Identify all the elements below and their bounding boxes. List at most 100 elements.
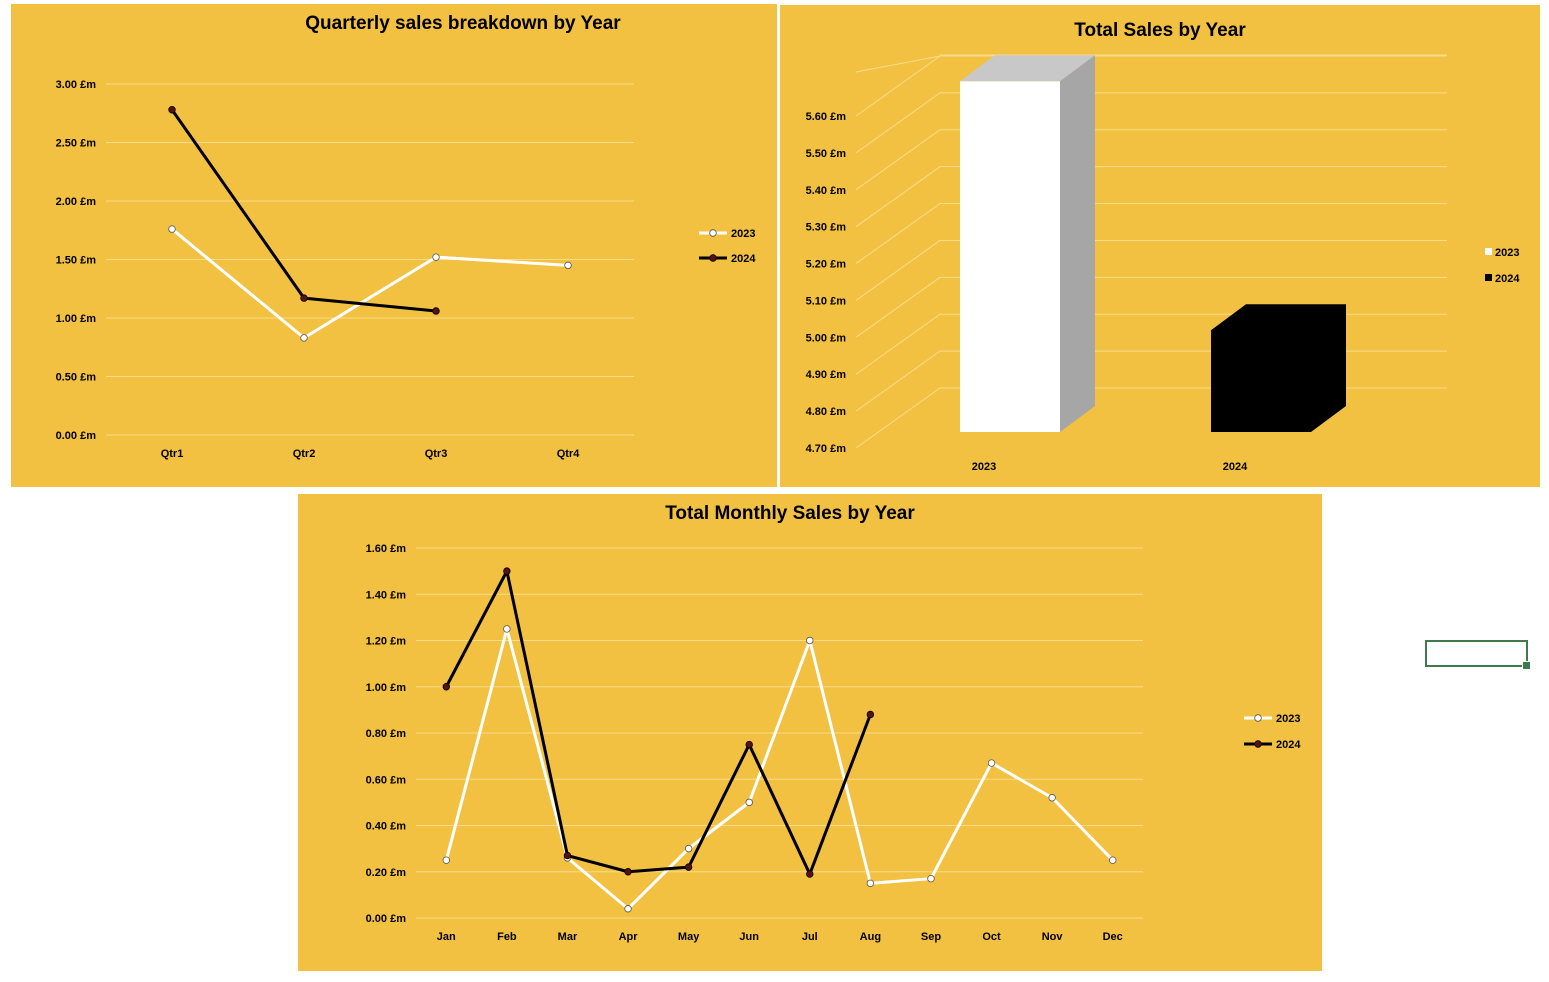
- quarterly-chart-title: Quarterly sales breakdown by Year: [305, 13, 621, 34]
- monthly-point-2023: [624, 905, 632, 913]
- monthly-x-tick: Aug: [860, 931, 881, 943]
- quarterly-point-2024: [432, 307, 440, 315]
- total-sales-side-gridline: [855, 387, 941, 449]
- monthly-x-tick: May: [678, 931, 700, 943]
- quarterly-y-tick: 0.50 £m: [56, 372, 97, 384]
- total-sales-y-tick: 5.20 £m: [806, 259, 847, 271]
- quarterly-y-tick: 1.50 £m: [56, 255, 97, 267]
- total-sales-side-gridline: [855, 350, 941, 412]
- quarterly-chart: Quarterly sales breakdown by Year 0.00 £…: [56, 13, 757, 460]
- quarterly-y-tick: 2.00 £m: [56, 196, 97, 208]
- quarterly-legend-label: 2023: [731, 228, 755, 240]
- monthly-x-tick: Oct: [982, 931, 1001, 943]
- quarterly-legend-marker-2023: [709, 229, 717, 237]
- total-sales-chart-title: Total Sales by Year: [1074, 20, 1246, 41]
- total-sales-side-gridline: [855, 166, 941, 228]
- monthly-y-tick: 0.40 £m: [366, 821, 407, 833]
- quarterly-point-2023: [300, 334, 308, 342]
- monthly-point-2024: [745, 740, 753, 749]
- monthly-point-2024: [503, 567, 511, 575]
- bar-2023-side: [1060, 55, 1095, 433]
- monthly-point-2023: [1048, 794, 1056, 802]
- fill-handle[interactable]: [1522, 661, 1531, 670]
- monthly-point-2023: [1109, 856, 1117, 864]
- total-sales-side-gridline: [855, 129, 941, 191]
- monthly-point-2023: [806, 636, 814, 645]
- total-sales-side-gridline: [855, 240, 941, 301]
- monthly-x-tick: Apr: [619, 931, 639, 943]
- monthly-chart: Total Monthly Sales by Year 0.00 £m 0.20 …: [366, 503, 1302, 943]
- monthly-x-tick: Dec: [1103, 931, 1123, 943]
- quarterly-point-2024: [168, 106, 176, 114]
- monthly-chart-panel[interactable]: Total Monthly Sales by Year 0.00 £m 0.20 …: [298, 494, 1322, 971]
- total-sales-chart: Total Sales by Year 4.70 £m 4.80 £m 4.90 £…: [806, 20, 1521, 473]
- monthly-y-tick: 1.20 £m: [366, 636, 407, 648]
- total-sales-y-tick: 5.50 £m: [806, 148, 847, 160]
- monthly-point-2024: [684, 863, 693, 871]
- monthly-point-2024: [442, 683, 450, 691]
- total-sales-side-gridline: [855, 313, 941, 375]
- quarterly-point-2023: [432, 253, 440, 261]
- total-sales-y-tick: 4.80 £m: [806, 406, 847, 418]
- monthly-y-tick: 1.60 £m: [366, 543, 407, 555]
- quarterly-x-tick: Qtr2: [293, 448, 316, 460]
- monthly-point-2024: [866, 710, 875, 719]
- monthly-point-2024: [563, 851, 572, 860]
- monthly-y-tick: 1.00 £m: [366, 682, 407, 694]
- monthly-y-tick: 0.20 £m: [366, 867, 407, 879]
- total-sales-side-gridline: [855, 55, 941, 73]
- quarterly-y-tick: 1.00 £m: [56, 313, 97, 325]
- quarterly-x-tick: Qtr4: [557, 448, 581, 460]
- monthly-y-tick: 0.80 £m: [366, 728, 407, 740]
- monthly-x-tick: Sep: [921, 931, 941, 943]
- monthly-legend-label: 2024: [1276, 739, 1301, 751]
- total-sales-side-gridline: [855, 203, 941, 264]
- total-sales-y-tick: 5.00 £m: [806, 332, 847, 344]
- monthly-x-tick: Nov: [1042, 931, 1064, 943]
- monthly-chart-title: Total Monthly Sales by Year: [665, 503, 915, 524]
- selected-cell[interactable]: [1425, 640, 1531, 670]
- monthly-point-2023: [927, 874, 935, 883]
- monthly-line-2023: [444, 627, 1114, 911]
- monthly-y-tick: 0.60 £m: [366, 774, 407, 786]
- monthly-point-2023: [503, 625, 511, 633]
- total-sales-chart-panel[interactable]: Total Sales by Year 4.70 £m 4.80 £m 4.90 £…: [780, 5, 1540, 487]
- monthly-point-2023: [987, 759, 996, 767]
- monthly-legend-marker-2024: [1254, 740, 1262, 748]
- monthly-point-2023: [745, 798, 753, 807]
- monthly-x-tick: Jan: [437, 931, 456, 943]
- total-sales-y-tick: 4.70 £m: [806, 443, 847, 455]
- total-sales-y-tick: 5.40 £m: [806, 185, 847, 197]
- monthly-x-tick: Feb: [497, 931, 517, 943]
- monthly-legend-marker-2023: [1254, 714, 1262, 722]
- monthly-y-tick: 0.00 £m: [366, 913, 407, 925]
- quarterly-point-2023: [564, 261, 572, 270]
- quarterly-y-tick: 2.50 £m: [56, 138, 97, 150]
- total-sales-x-tick: 2024: [1223, 461, 1248, 473]
- monthly-x-tick: Jul: [802, 931, 818, 943]
- monthly-legend-label: 2023: [1276, 713, 1300, 725]
- bar-2023-top: [960, 55, 1095, 82]
- total-sales-side-gridline: [855, 276, 941, 338]
- monthly-point-2023: [442, 856, 450, 864]
- monthly-point-2023: [684, 844, 693, 853]
- total-sales-side-gridline: [855, 92, 941, 154]
- bar-2024: [1211, 304, 1346, 432]
- quarterly-point-2023: [168, 225, 176, 233]
- total-sales-legend-label: 2024: [1495, 273, 1520, 285]
- total-sales-y-tick: 5.10 £m: [806, 295, 847, 307]
- quarterly-x-tick: Qtr3: [425, 448, 448, 460]
- monthly-y-tick: 1.40 £m: [366, 589, 407, 601]
- total-sales-legend-label: 2023: [1495, 247, 1519, 259]
- quarterly-line-2023: [171, 227, 569, 340]
- quarterly-y-tick: 3.00 £m: [56, 79, 97, 91]
- total-sales-y-tick: 5.30 £m: [806, 222, 847, 234]
- quarterly-legend-marker-2024: [709, 254, 717, 262]
- quarterly-chart-panel[interactable]: Quarterly sales breakdown by Year 0.00 £…: [11, 4, 777, 487]
- total-sales-legend-swatch-2023: [1485, 248, 1492, 255]
- total-sales-x-tick: 2023: [972, 461, 996, 473]
- monthly-x-tick: Mar: [558, 931, 578, 943]
- monthly-point-2024: [806, 870, 814, 878]
- total-sales-side-gridline: [855, 55, 941, 117]
- quarterly-point-2024: [300, 294, 308, 302]
